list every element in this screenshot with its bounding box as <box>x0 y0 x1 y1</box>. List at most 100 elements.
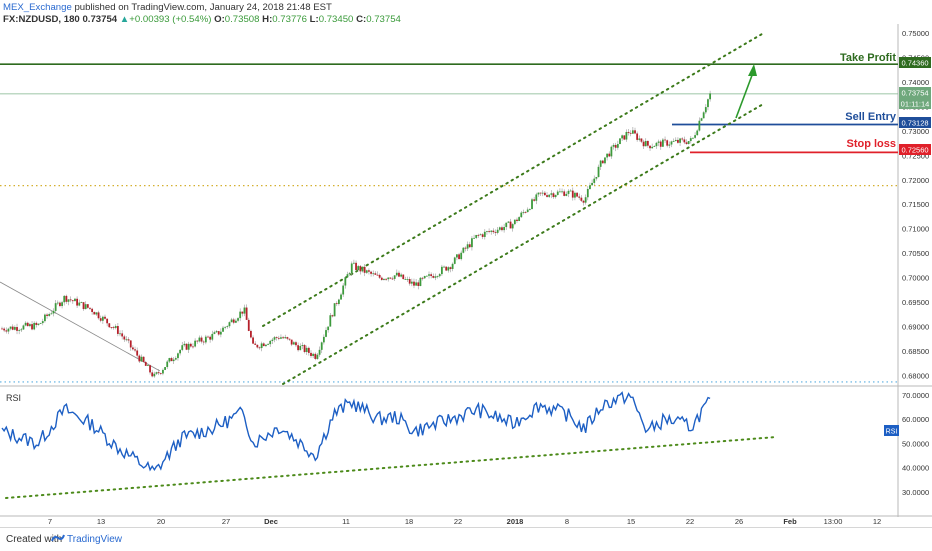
candle-body <box>250 330 252 338</box>
candle-body <box>357 266 360 270</box>
candle-body <box>162 369 164 374</box>
candle-body <box>554 194 557 198</box>
time-tick-label: 2018 <box>507 517 524 526</box>
candle-body <box>651 146 654 149</box>
published-text: published on TradingView.com, January 24… <box>74 2 332 13</box>
candle-body <box>468 244 471 248</box>
svg-text:RSI: RSI <box>886 429 898 436</box>
candle-body <box>262 343 265 347</box>
candle-body <box>627 131 630 133</box>
author-link[interactable]: MEX_Exchange <box>3 2 72 13</box>
candle-body <box>183 343 186 346</box>
candle-body <box>610 146 613 157</box>
candle-body <box>644 140 647 147</box>
candle-body <box>200 337 203 342</box>
candle-body <box>297 345 300 351</box>
sell-entry-label: Sell Entry <box>845 111 897 123</box>
candle-body <box>447 267 450 271</box>
candle-body <box>215 331 218 333</box>
low-value: 0.73450 <box>318 14 354 25</box>
candle-body <box>456 254 458 258</box>
candle-body <box>496 229 499 233</box>
time-tick-label: 13 <box>97 517 105 526</box>
chart-canvas[interactable]: 0.68000 0.68500 0.69000 0.69500 0.70000 0.705… <box>0 0 932 527</box>
candle-body <box>348 273 351 275</box>
candle-body <box>528 209 531 210</box>
candle-body <box>18 330 21 331</box>
candle-body <box>337 299 340 304</box>
candle-body <box>9 326 12 329</box>
candle-body <box>580 197 583 201</box>
candle-body <box>65 295 68 302</box>
tradingview-brand[interactable]: TradingView <box>67 534 123 545</box>
candle-body <box>623 135 626 140</box>
candle-body <box>692 137 694 139</box>
time-axis[interactable]: 7 13 20 27 Dec 11 18 22 2018 8 15 22 26 Feb 13:00 12 <box>48 517 881 526</box>
candle-body <box>687 141 690 144</box>
candle-body <box>207 336 209 338</box>
candle-body <box>245 307 248 320</box>
candle-body <box>247 319 250 331</box>
candle-body <box>99 318 102 321</box>
svg-text:0.73754: 0.73754 <box>901 89 928 98</box>
candle-body <box>48 314 51 316</box>
up-arrow-icon: ▲ <box>119 14 130 25</box>
candle-body <box>507 221 510 223</box>
candle-body <box>234 320 237 323</box>
rsi-pane-title: RSI <box>6 393 21 403</box>
candle-body <box>222 327 224 332</box>
candle-body <box>704 107 707 113</box>
candle-body <box>402 274 405 280</box>
candle-body <box>333 303 336 317</box>
candle-body <box>423 276 426 279</box>
candle-body <box>5 330 8 332</box>
candle-body <box>601 160 604 164</box>
candle-body <box>443 266 445 268</box>
candle-body <box>488 231 490 232</box>
candle-body <box>479 234 482 236</box>
candle-body <box>520 212 523 218</box>
candle-body <box>254 343 257 345</box>
candle-body <box>69 299 72 301</box>
candle-body <box>16 327 18 331</box>
candle-body <box>288 338 291 340</box>
candle-body <box>642 141 645 147</box>
rsi-tick-label: 40.0000 <box>902 464 929 473</box>
candle-body <box>438 274 441 277</box>
rsi-tick-label: 50.0000 <box>902 439 929 448</box>
candle-body <box>327 326 330 331</box>
candle-body <box>260 343 263 349</box>
candle-body <box>91 308 94 312</box>
candle-body <box>662 139 664 147</box>
candle-body <box>501 227 503 231</box>
svg-text:0.74360: 0.74360 <box>901 59 928 68</box>
candle-body <box>123 336 126 340</box>
candle-body <box>432 276 435 278</box>
candle-body <box>657 141 660 143</box>
candle-body <box>192 346 194 348</box>
candle-body <box>138 355 141 362</box>
candle-body <box>198 337 201 342</box>
candle-body <box>76 298 79 306</box>
candle-body <box>159 373 162 374</box>
candle-body <box>172 359 175 362</box>
candle-body <box>505 222 508 228</box>
candle-body <box>531 199 533 210</box>
candle-body <box>194 340 197 347</box>
countdown-timer: 01:11:14 <box>901 100 930 109</box>
candle-body <box>31 324 33 330</box>
candle-body <box>535 194 538 201</box>
candle-body <box>157 372 160 374</box>
candle-body <box>119 333 121 335</box>
ohlc-line: FX:NZDUSD, 180 0.73754 ▲+0.00393 (+0.54%… <box>3 14 401 26</box>
price-axis[interactable]: 0.68000 0.68500 0.69000 0.69500 0.70000 0.705… <box>902 29 929 381</box>
candle-body <box>277 337 280 339</box>
close-value: 0.73754 <box>366 14 401 25</box>
candle-body <box>458 254 460 260</box>
candle-body <box>93 311 96 315</box>
candle-body <box>561 191 563 193</box>
candle-body <box>421 277 424 279</box>
svg-text:0.72560: 0.72560 <box>901 146 928 155</box>
price-tick-label: 0.75000 <box>902 29 929 38</box>
rsi-axis: 30.0000 40.0000 50.0000 60.0000 70.0000 <box>902 391 929 497</box>
